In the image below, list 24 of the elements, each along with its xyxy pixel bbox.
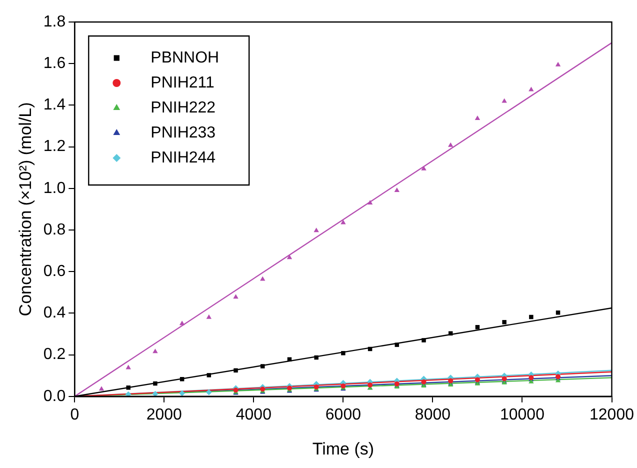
y-tick-label: 0.4 — [43, 304, 66, 322]
y-tick-label: 0.2 — [43, 346, 66, 364]
legend-label: PBNNOH — [150, 49, 220, 66]
y-tick-label: 1.2 — [43, 138, 66, 156]
x-tick-label: 10000 — [500, 406, 545, 424]
legend-label: PNIH244 — [150, 149, 216, 166]
x-axis-title: Time (s) — [312, 439, 374, 458]
x-tick-label: 2000 — [146, 406, 182, 424]
y-tick-label: 0.6 — [43, 263, 66, 280]
x-tick-label: 12000 — [590, 406, 634, 424]
y-tick-label: 1.0 — [43, 180, 66, 197]
y-tick-label: 0.0 — [43, 388, 66, 405]
y-tick-label: 0.8 — [43, 221, 66, 238]
x-tick-label: 8000 — [414, 406, 451, 424]
y-tick-label: 1.6 — [43, 55, 66, 72]
x-tick-label: 4000 — [236, 406, 272, 424]
y-tick-label: 1.4 — [43, 96, 66, 114]
legend-label: PNIH222 — [150, 99, 216, 116]
x-tick-label: 6000 — [325, 406, 362, 424]
x-tick-label: 0 — [70, 406, 80, 424]
y-tick-label: 1.8 — [43, 13, 66, 30]
legend-label: PNIH233 — [150, 124, 216, 142]
legend-label: PNIH211 — [150, 74, 214, 92]
y-axis-title: Concentration (×10²) (mol/L) — [16, 102, 35, 316]
